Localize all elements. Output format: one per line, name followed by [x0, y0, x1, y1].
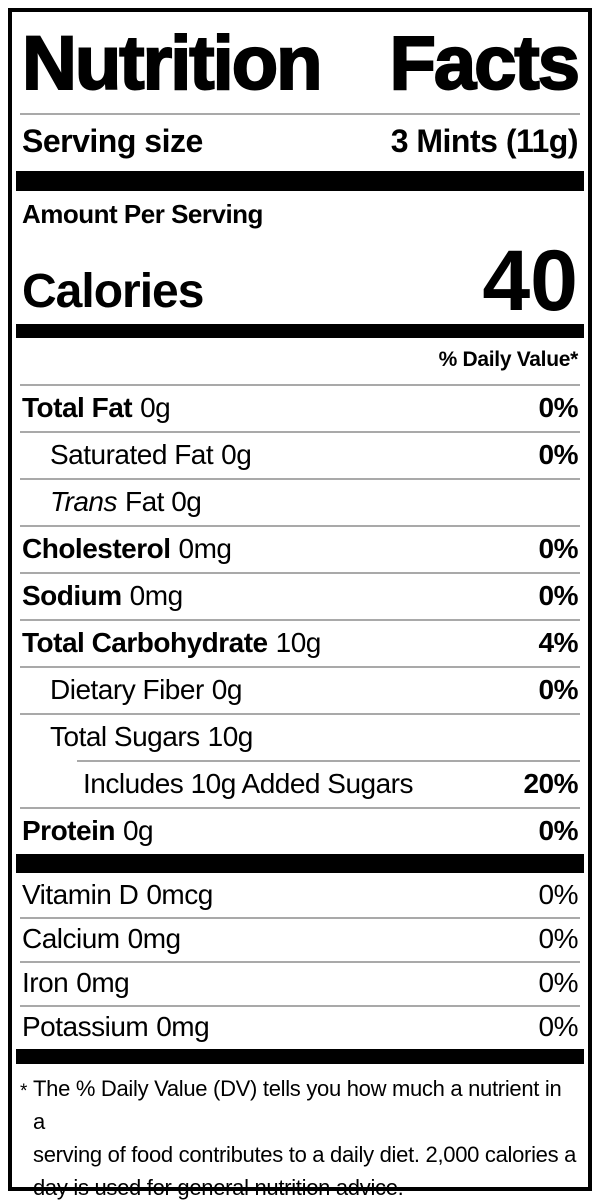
nutrient-name-group: Total Carbohydrate 10g	[22, 627, 321, 659]
footnote-line-3: day is used for general nutrition advice…	[33, 1175, 404, 1200]
vitamin-rows: Vitamin D 0mcg 0% Calcium 0mg 0% Iron 0mg 0…	[20, 873, 580, 1049]
nutrient-name: Saturated Fat	[50, 438, 214, 470]
nutrient-row: Saturated Fat 0g 0%	[20, 431, 580, 478]
footnote-line-2: serving of food contributes to a daily d…	[33, 1142, 577, 1167]
nutrient-row: Total Sugars 10g	[20, 713, 580, 760]
nutrient-name-group: Trans Fat 0g	[50, 485, 202, 518]
nutrient-name-group: Iron 0mg	[22, 967, 130, 999]
nutrient-name: Total Sugars	[50, 720, 200, 752]
calories-value: 40	[482, 233, 578, 329]
nutrient-amount: Fat 0g	[125, 485, 202, 517]
nutrient-name-group: Total Sugars 10g	[50, 721, 253, 753]
nutrient-name: Includes 10g Added Sugars	[83, 767, 413, 799]
nutrient-name: Cholesterol	[22, 532, 171, 564]
calories-label: Calories	[22, 265, 204, 318]
nutrient-amount: 0mg	[129, 579, 183, 611]
nutrient-name: Potassium	[22, 1011, 149, 1042]
nutrient-amount: 0mg	[156, 1011, 210, 1042]
nutrient-percent: 4%	[538, 626, 579, 658]
nutrient-amount: 0g	[140, 391, 171, 423]
nutrient-row: Potassium 0mg 0%	[20, 1005, 580, 1049]
nutrient-name-group: Total Fat 0g	[22, 391, 171, 424]
calories-row: Calories 40	[20, 230, 580, 324]
nutrient-amount: 0g	[221, 438, 252, 470]
label-title-word-1: Nutrition	[21, 21, 324, 107]
nutrient-percent: 0%	[538, 1011, 579, 1042]
thick-separator-top	[16, 171, 584, 191]
nutrient-row: Vitamin D 0mcg 0%	[20, 873, 580, 917]
nutrient-percent: 0%	[538, 967, 579, 998]
nutrient-name: Protein	[22, 814, 115, 846]
nutrient-name: Calcium	[22, 923, 120, 954]
nutrient-rows: Total Fat 0g 0% Saturated Fat 0g 0% Trans F…	[20, 384, 580, 854]
nutrient-name: Vitamin D	[22, 879, 139, 910]
nutrient-name-group: Vitamin D 0mcg	[22, 879, 213, 911]
label-title-word-2: Facts	[388, 21, 581, 107]
nutrient-percent: 0%	[538, 879, 579, 910]
title-divider	[20, 113, 580, 115]
nutrient-name-group: Cholesterol 0mg	[22, 533, 232, 565]
nutrient-row: Calcium 0mg 0%	[20, 917, 580, 961]
nutrient-percent: 0%	[538, 579, 579, 611]
nutrient-name-group: Sodium 0mg	[22, 580, 183, 612]
nutrient-name: Trans	[50, 485, 118, 517]
nutrient-amount: 0mcg	[146, 879, 213, 910]
nutrient-name-group: Potassium 0mg	[22, 1011, 210, 1043]
nutrient-row: Total Carbohydrate 10g 4%	[20, 619, 580, 666]
nutrient-percent: 0%	[538, 814, 579, 846]
nutrient-name: Total Fat	[22, 391, 133, 423]
nutrient-name: Iron	[22, 967, 69, 998]
nutrient-name-group: Dietary Fiber 0g	[50, 674, 242, 706]
nutrient-amount: 0mg	[127, 923, 181, 954]
nutrient-name: Total Carbohydrate	[22, 626, 268, 658]
nutrient-row: Dietary Fiber 0g 0%	[20, 666, 580, 713]
serving-size-label: Serving size	[22, 123, 203, 159]
nutrient-row: Trans Fat 0g	[20, 478, 580, 525]
nutrient-name-group: Calcium 0mg	[22, 923, 181, 955]
nutrient-percent: 0%	[538, 391, 579, 423]
nutrient-percent: 0%	[538, 673, 579, 705]
serving-size-row: Serving size 3 Mints (11g)	[20, 115, 580, 171]
thick-separator-bottom	[16, 1049, 584, 1064]
nutrient-name: Sodium	[22, 579, 122, 611]
nutrient-row: Sodium 0mg 0%	[20, 572, 580, 619]
nutrient-percent: 0%	[538, 532, 579, 564]
nutrient-name-group: Saturated Fat 0g	[50, 438, 252, 471]
nutrient-name-group: Protein 0g	[22, 814, 154, 847]
nutrient-name-group: Includes 10g Added Sugars	[83, 768, 413, 800]
nutrient-row: Includes 10g Added Sugars 20%	[20, 760, 580, 807]
serving-size-value: 3 Mints (11g)	[390, 123, 579, 159]
nutrient-amount: 0g	[122, 814, 154, 846]
footnote-asterisk: *	[20, 1081, 28, 1102]
amount-per-serving-label: Amount Per Serving	[22, 199, 263, 229]
nutrition-label: Nutrition Facts Serving size 3 Mints (11…	[8, 8, 592, 1200]
nutrient-row: Total Fat 0g 0%	[20, 384, 580, 431]
nutrient-amount: 10g	[275, 626, 322, 658]
nutrient-percent: 0%	[538, 923, 579, 954]
footnote: * The % Daily Value (DV) tells you how m…	[20, 1064, 580, 1204]
nutrient-row: Iron 0mg 0%	[20, 961, 580, 1005]
daily-value-header: % Daily Value*	[438, 348, 579, 371]
nutrient-amount: 10g	[207, 720, 254, 752]
nutrient-percent: 20%	[523, 767, 578, 799]
nutrient-percent: 0%	[538, 438, 579, 470]
nutrient-amount: 0mg	[178, 532, 232, 564]
thick-separator-middle	[16, 854, 584, 873]
nutrient-row: Protein 0g 0%	[20, 807, 580, 854]
nutrient-name: Dietary Fiber	[50, 673, 204, 705]
footnote-line-1: The % Daily Value (DV) tells you how muc…	[33, 1076, 562, 1134]
nutrient-amount: 0g	[211, 673, 243, 705]
nutrient-amount: 0mg	[76, 967, 130, 998]
medium-separator	[16, 324, 584, 338]
footnote-text: The % Daily Value (DV) tells you how muc…	[33, 1072, 578, 1204]
nutrient-row: Cholesterol 0mg 0%	[20, 525, 580, 572]
label-title: Nutrition Facts	[20, 21, 581, 107]
